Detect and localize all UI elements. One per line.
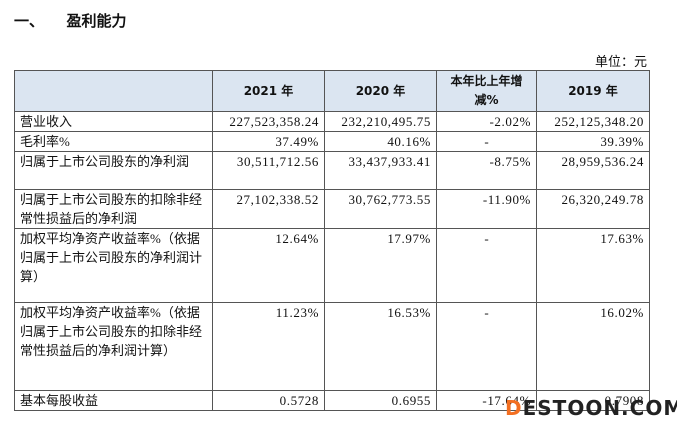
- cell-value: 232,210,495.75: [324, 111, 437, 132]
- cell-value: 227,523,358.24: [212, 111, 325, 132]
- table-row: 加权平均净资产收益率%（依据归属于上市公司股东的扣除非经常性损益后的净利润计算）…: [14, 302, 650, 391]
- table-row: 毛利率% 37.49% 40.16% -39.39%: [14, 131, 650, 152]
- table-row: 基本每股收益 0.5728 0.6955 -17.64% 0.7908: [14, 390, 650, 411]
- watermark-text: ESTOON.COM: [522, 396, 677, 420]
- row-label: 加权平均净资产收益率%（依据归属于上市公司股东的扣除非经常性损益后的净利润计算）: [14, 302, 213, 391]
- cell-value: 0.6955: [324, 390, 437, 411]
- cell-value: 17.97%: [324, 228, 437, 303]
- section-title: 一、 盈利能力: [14, 12, 127, 30]
- table-row: 归属于上市公司股东的净利润 30,511,712.56 33,437,933.41-…: [14, 151, 650, 190]
- row-label: 毛利率%: [14, 131, 213, 152]
- cell-value: 37.49%: [212, 131, 325, 152]
- cell-value: -: [436, 228, 537, 303]
- column-header: 2021 年: [212, 70, 325, 112]
- row-label: 归属于上市公司股东的净利润: [14, 151, 213, 190]
- table-row: 加权平均净资产收益率%（依据归属于上市公司股东的净利润计算） 12.64% 17.9…: [14, 228, 650, 303]
- column-header: 本年比上年增减%: [436, 70, 537, 112]
- table-row: 归属于上市公司股东的扣除非经常性损益后的净利润 27,102,338.52 30,7…: [14, 189, 650, 229]
- cell-value: 11.23%: [212, 302, 325, 391]
- cell-value: -: [436, 131, 537, 152]
- cell-value: 17.63%: [536, 228, 650, 303]
- cell-value: 33,437,933.41: [324, 151, 437, 190]
- watermark: DESTOON.COM: [505, 396, 677, 420]
- row-label: 归属于上市公司股东的扣除非经常性损益后的净利润: [14, 189, 213, 229]
- cell-value: 0.7908: [536, 390, 650, 411]
- cell-value: 30,762,773.55: [324, 189, 437, 229]
- column-header: [14, 70, 213, 112]
- unit-label: 单位：元: [594, 54, 647, 69]
- cell-value: 16.02%: [536, 302, 650, 391]
- table-row: 营业收入 227,523,358.24 232,210,495.75 -2.02% 25…: [14, 111, 650, 132]
- row-label: 基本每股收益: [14, 390, 213, 411]
- cell-value: 28,959,536.24: [536, 151, 650, 190]
- cell-value: 27,102,338.52: [212, 189, 325, 229]
- row-label: 营业收入: [14, 111, 213, 132]
- cell-value: 39.39%: [536, 131, 650, 152]
- cell-value: 16.53%: [324, 302, 437, 391]
- cell-value: 40.16%: [324, 131, 437, 152]
- watermark-initial: D: [505, 396, 523, 420]
- cell-value: -: [436, 302, 537, 391]
- cell-value: -11.90%: [436, 189, 537, 229]
- profit-table: 2021 年 2020 年本年比上年增减% 2019 年 营业收入 227,523,3…: [14, 70, 650, 411]
- cell-value: 26,320,249.78: [536, 189, 650, 229]
- column-header: 2019 年: [536, 70, 650, 112]
- column-header: 2020 年: [324, 70, 437, 112]
- cell-value: -17.64%: [436, 390, 537, 411]
- header-row: 2021 年 2020 年本年比上年增减% 2019 年: [14, 70, 650, 112]
- cell-value: 12.64%: [212, 228, 325, 303]
- cell-value: -2.02%: [436, 111, 537, 132]
- row-label: 加权平均净资产收益率%（依据归属于上市公司股东的净利润计算）: [14, 228, 213, 303]
- cell-value: 0.5728: [212, 390, 325, 411]
- cell-value: -8.75%: [436, 151, 537, 190]
- cell-value: 252,125,348.20: [536, 111, 650, 132]
- cell-value: 30,511,712.56: [212, 151, 325, 190]
